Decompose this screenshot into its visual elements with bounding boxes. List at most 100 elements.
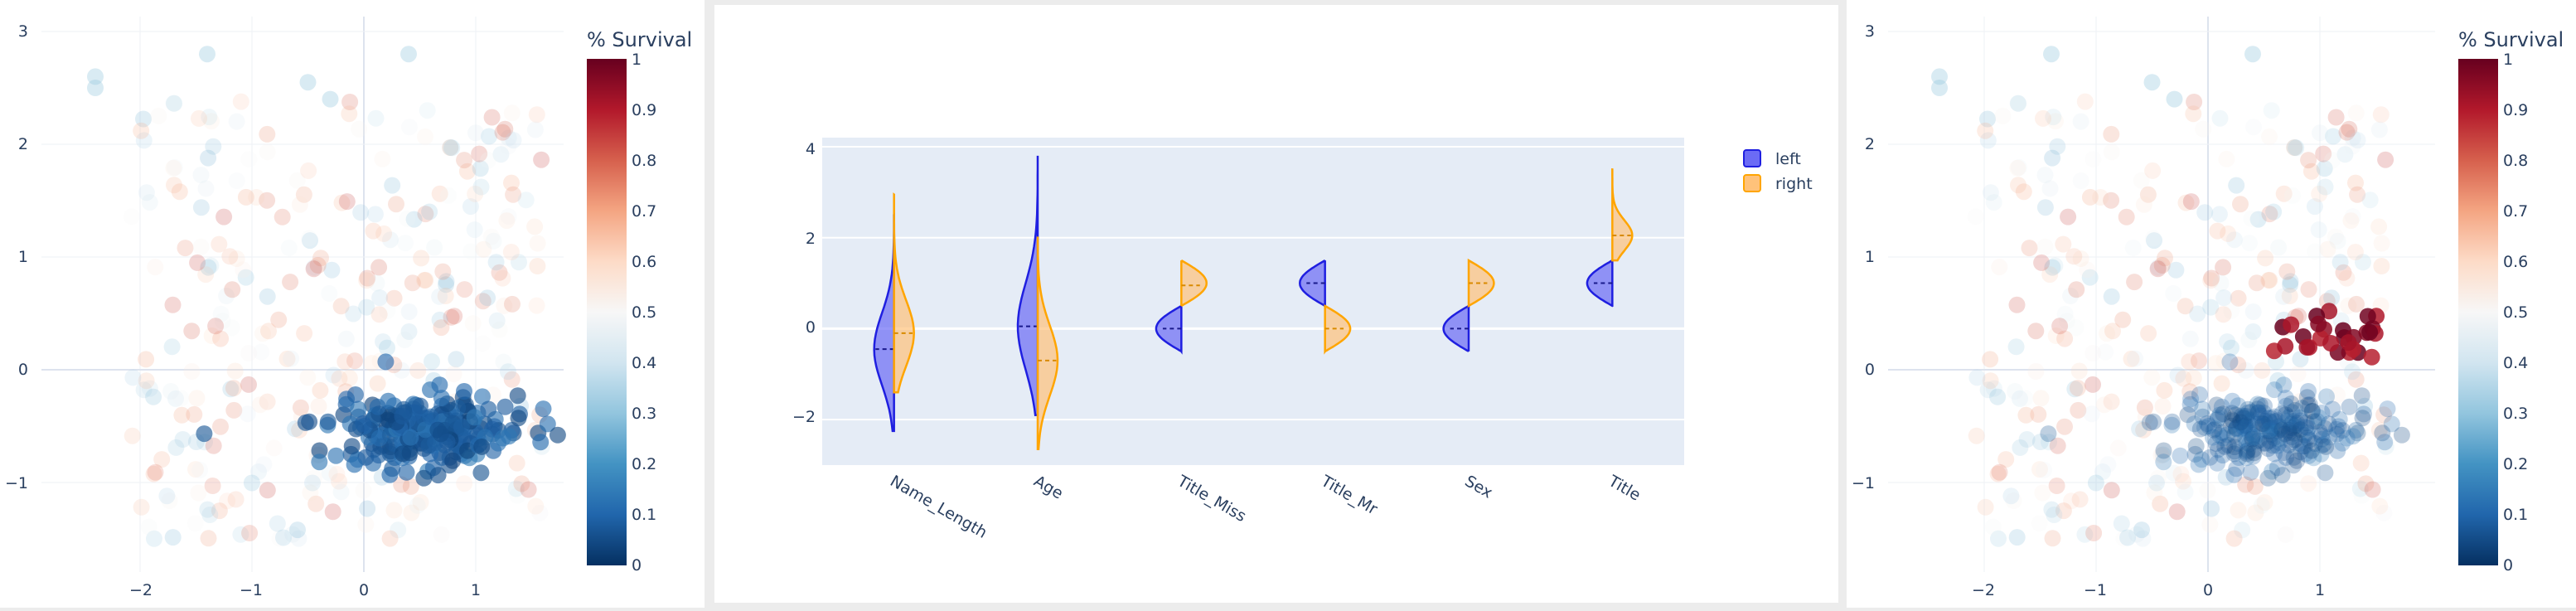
scatter-point [302, 484, 319, 502]
scatter-point [2261, 421, 2278, 439]
scatter-point [2292, 421, 2309, 439]
scatter-point [146, 530, 162, 547]
scatter-point [375, 333, 392, 351]
scatter-point [2041, 434, 2057, 451]
scatter-point [2249, 404, 2267, 421]
scatter-point [366, 206, 384, 223]
scatter-point [357, 516, 375, 533]
scatter-point [483, 109, 501, 126]
scatter-point [283, 350, 300, 367]
legend-label-right[interactable]: right [1775, 175, 1813, 193]
scatter-point [2244, 46, 2261, 63]
scatter-point [218, 288, 235, 304]
violin-left[interactable] [1586, 259, 1614, 308]
scatter-point [2286, 138, 2303, 156]
plot-area [822, 138, 1684, 465]
violin-left[interactable] [1016, 155, 1039, 416]
scatter-point [2235, 410, 2253, 427]
scatter-point [188, 390, 206, 407]
scatter-point [2230, 397, 2247, 415]
scatter-point [2217, 468, 2235, 486]
scatter-point [419, 102, 436, 119]
legend-swatch-right[interactable] [1743, 174, 1761, 192]
scatter-point [384, 460, 401, 478]
scatter-point [2352, 454, 2370, 472]
scatter-point [2146, 232, 2162, 250]
scatter-point [500, 363, 516, 381]
scatter-point [2288, 415, 2306, 433]
colorbar-tick: 0.6 [632, 253, 656, 271]
scatter-point [192, 238, 210, 255]
scatter-point [2227, 406, 2244, 424]
scatter-point [197, 180, 215, 197]
scatter-point [2123, 350, 2140, 367]
x-tick-label: −1 [2084, 581, 2107, 599]
scatter-point [2230, 502, 2247, 519]
scatter-point [2266, 413, 2283, 430]
scatter-point [2331, 410, 2348, 428]
scatter-point [2294, 438, 2312, 455]
scatter-point [2225, 412, 2242, 429]
scatter-point [475, 240, 492, 258]
scatter-point [1994, 107, 2012, 124]
violin-right[interactable] [1324, 304, 1352, 355]
scatter-point [2281, 288, 2298, 304]
scatter-point [2135, 196, 2152, 213]
scatter-point [2276, 425, 2293, 443]
violin-y-ticks: −2 0 2 4 [792, 140, 816, 426]
violin-right[interactable] [1611, 168, 1634, 262]
scatter-point [472, 464, 490, 482]
scatter-point [2264, 437, 2282, 454]
scatter-point [2219, 426, 2236, 444]
colorbar [2458, 59, 2498, 565]
legend-label-left[interactable]: left [1775, 150, 1801, 168]
scatter-point [191, 109, 207, 127]
scatter-point [2186, 94, 2203, 110]
scatter-point [398, 463, 415, 481]
scatter-point [331, 473, 347, 490]
legend-swatch-left[interactable] [1743, 149, 1761, 167]
scatter-point [1989, 465, 2007, 482]
scatter-point [2008, 529, 2026, 546]
y-tick-label: 3 [1865, 22, 1875, 41]
scatter-point [2238, 443, 2255, 460]
violin-left[interactable] [1155, 304, 1183, 355]
scatter-point [2262, 414, 2279, 431]
scatter-point [2300, 281, 2317, 298]
scatter-point [2047, 327, 2065, 344]
scatter-point [2356, 397, 2374, 415]
scatter-point [526, 218, 544, 235]
scatter-point [2244, 427, 2262, 444]
violin-right[interactable] [1036, 236, 1059, 451]
scatter-point [535, 400, 552, 418]
scatter-point [2312, 445, 2330, 463]
scatter-point [2185, 105, 2202, 123]
scatter-point [472, 178, 490, 196]
scatter-point [2306, 413, 2322, 430]
violin-left[interactable] [1442, 304, 1470, 352]
scatter-point [444, 452, 462, 469]
scatter-point [2191, 386, 2208, 403]
scatter-point [2215, 259, 2232, 276]
violin-right[interactable] [1467, 258, 1495, 308]
violin-right[interactable] [893, 192, 915, 394]
scatter-point [375, 225, 393, 242]
violin-left[interactable] [1299, 259, 1326, 308]
scatter-point [2256, 412, 2273, 429]
scatter-point [2261, 423, 2278, 440]
scatter-point [141, 380, 158, 397]
scatter-point [174, 431, 191, 448]
scatter-point [2103, 125, 2120, 143]
scatter-point [2249, 395, 2266, 413]
right-scatter-x-ticks: −2 −1 0 1 [1972, 581, 2325, 599]
scatter-point [2144, 162, 2162, 179]
scatter-point [2248, 415, 2264, 433]
scatter-point [1979, 132, 1997, 149]
scatter-point [379, 339, 395, 356]
scatter-point [442, 139, 459, 157]
scatter-point [251, 396, 269, 414]
scatter-point [2212, 274, 2230, 292]
violin-right[interactable] [1180, 259, 1208, 308]
scatter-point [275, 529, 292, 546]
scatter-point [332, 483, 350, 501]
